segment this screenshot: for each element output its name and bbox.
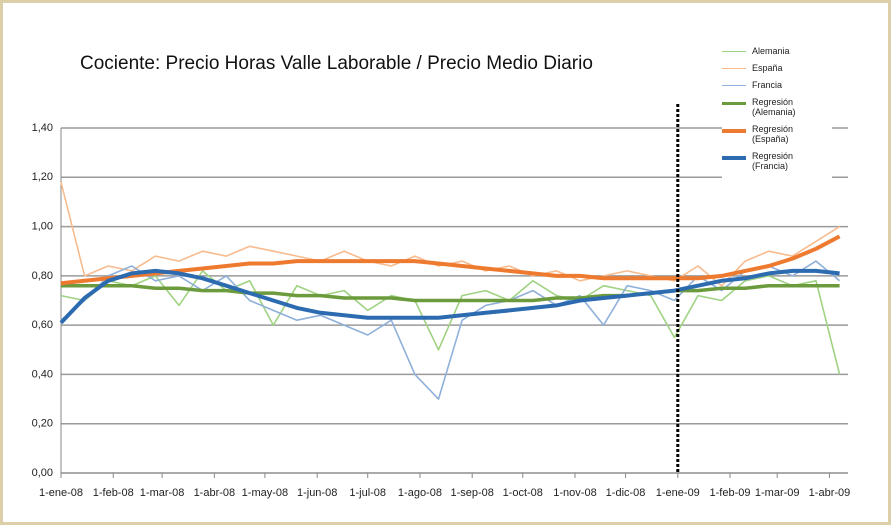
legend-swatch xyxy=(722,68,746,69)
chart-title: Cociente: Precio Horas Valle Laborable /… xyxy=(80,53,593,74)
x-tick-label: 1-ene-09 xyxy=(656,487,700,499)
legend: Alemania España Francia Regresión (Alemania… xyxy=(722,46,832,178)
legend-entry: Regresión (Alemania) xyxy=(722,97,832,117)
legend-swatch xyxy=(722,129,746,133)
y-tick-label: 1,00 xyxy=(32,220,53,232)
legend-entry: Regresión (España) xyxy=(722,124,832,144)
x-tick-label: 1-feb-08 xyxy=(93,487,134,499)
x-tick-label: 1-sep-08 xyxy=(450,487,493,499)
x-tick-label: 1-dic-08 xyxy=(606,487,646,499)
legend-swatch xyxy=(722,85,746,86)
legend-swatch xyxy=(722,51,746,52)
legend-label: Regresión (Alemania) xyxy=(752,97,796,117)
x-tick-label: 1-mar-09 xyxy=(755,487,800,499)
legend-swatch xyxy=(722,102,746,105)
legend-swatch xyxy=(722,156,746,160)
series-line xyxy=(60,234,841,286)
legend-label: España xyxy=(752,63,783,73)
x-tick-label: 1-ene-08 xyxy=(39,487,83,499)
y-tick-label: 0,00 xyxy=(32,467,53,479)
y-tick-label: 1,40 xyxy=(32,122,53,134)
legend-label: Francia xyxy=(752,80,783,90)
x-tick-label: 1-mar-08 xyxy=(140,487,185,499)
y-tick-label: 0,60 xyxy=(32,319,53,331)
legend-label: Regresión (España) xyxy=(752,124,794,144)
legend-label: Regresión (Francia) xyxy=(752,151,794,171)
legend-entry: Alemania xyxy=(722,46,832,56)
x-tick-label: 1-jul-08 xyxy=(349,487,386,499)
legend-entry: España xyxy=(722,63,832,73)
series-line xyxy=(59,268,840,325)
x-tick-label: 1-nov-08 xyxy=(553,487,596,499)
x-tick-label: 1-may-08 xyxy=(242,487,288,499)
legend-label: Alemania xyxy=(752,46,790,56)
legend-entry: Francia xyxy=(722,80,832,90)
x-tick-label: 1-feb-09 xyxy=(710,487,751,499)
x-tick-label: 1-abr-08 xyxy=(194,487,236,499)
x-tick-label: 1-abr-09 xyxy=(809,487,851,499)
y-tick-label: 0,80 xyxy=(32,270,53,282)
x-tick-label: 1-jun-08 xyxy=(297,487,337,499)
x-tick-label: 1-oct-08 xyxy=(503,487,543,499)
legend-entry: Regresión (Francia) xyxy=(722,151,832,171)
y-tick-label: 0,40 xyxy=(32,368,53,380)
x-tick-label: 1-ago-08 xyxy=(398,487,442,499)
series-line xyxy=(61,283,840,303)
y-tick-label: 1,20 xyxy=(32,171,53,183)
y-tick-label: 0,20 xyxy=(32,418,53,430)
